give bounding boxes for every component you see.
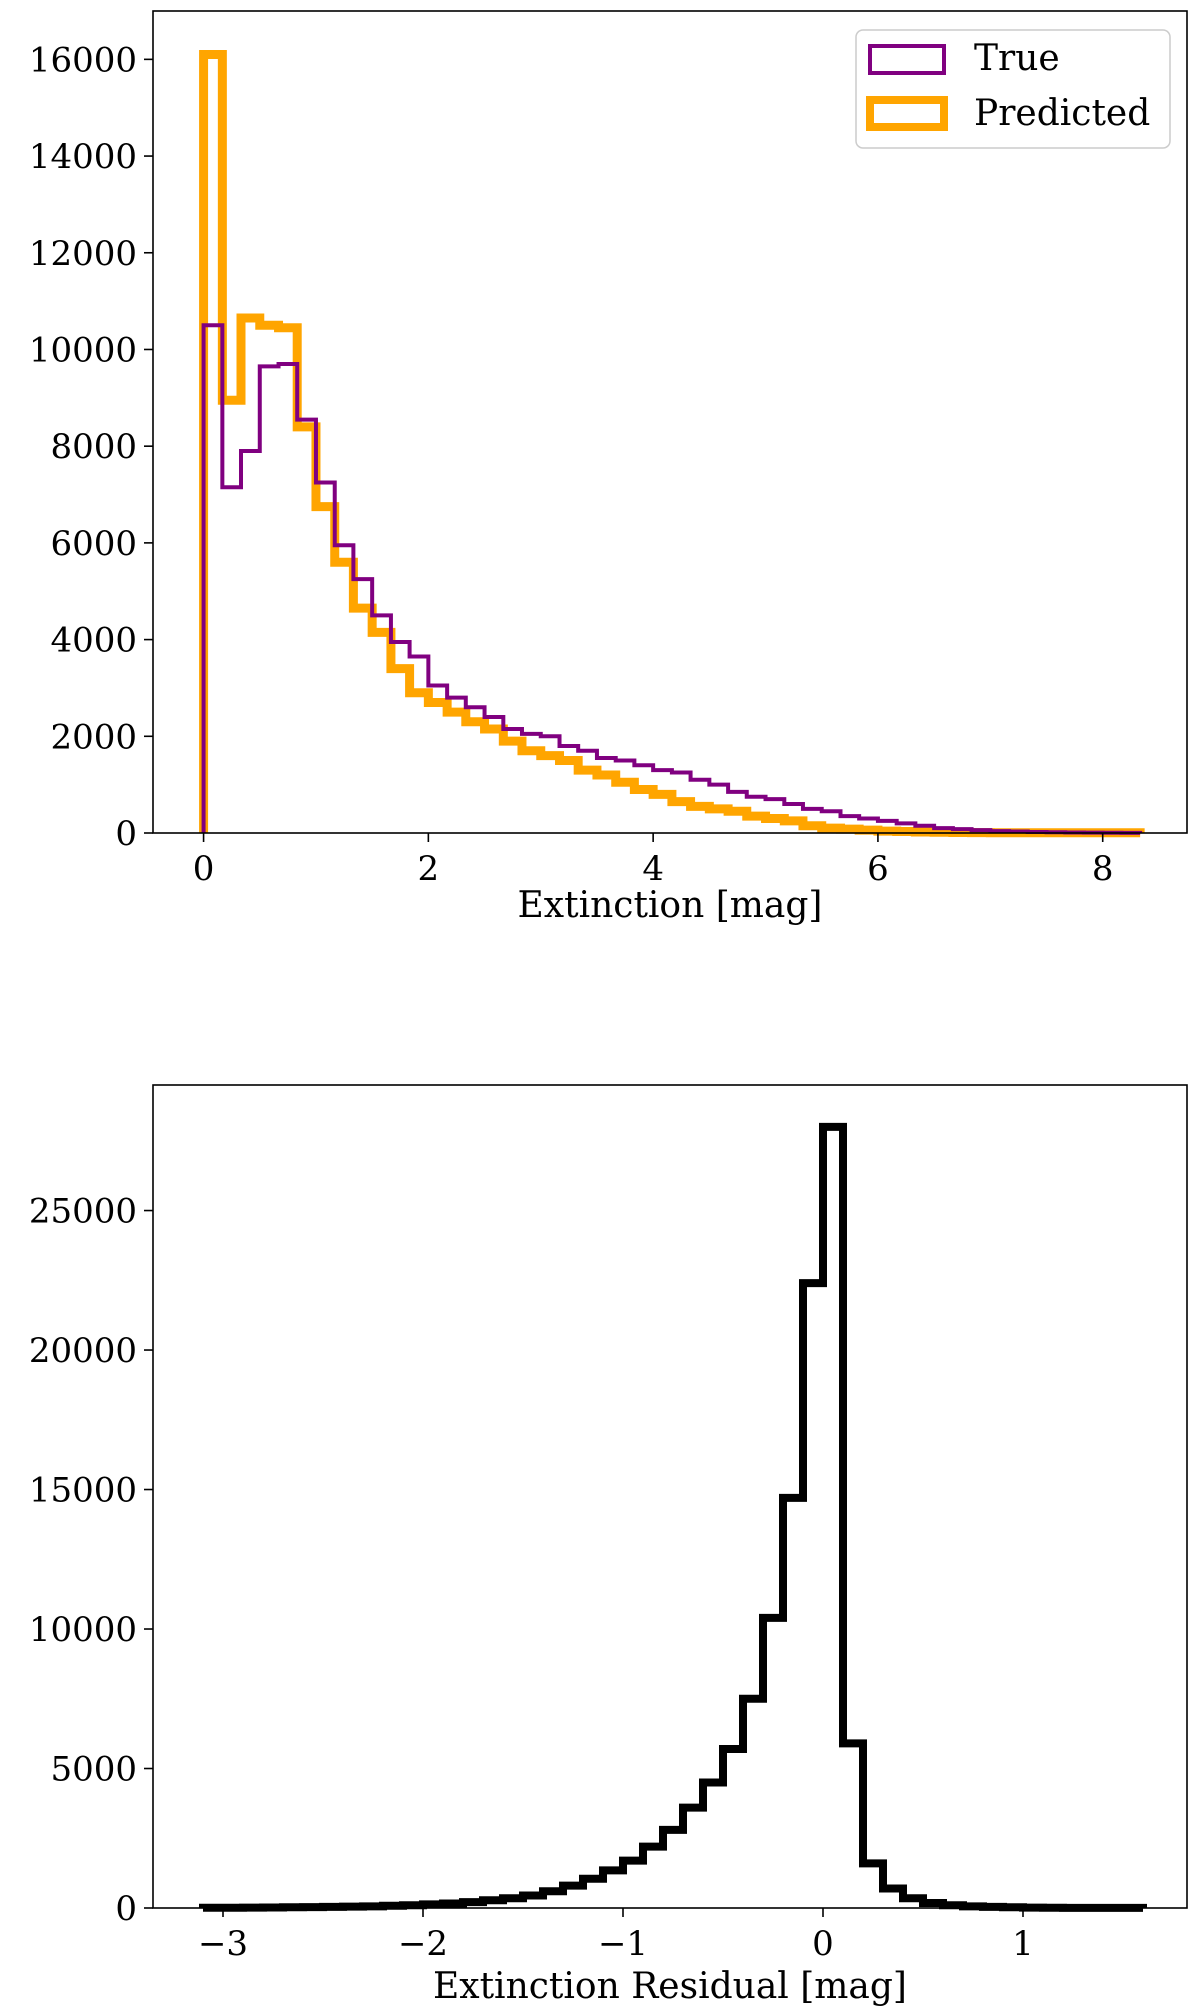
top-x-ticks: 0 2 4 6 8 (193, 833, 1114, 889)
histogram-series-true (201, 323, 1143, 835)
x-tick-label: 4 (642, 849, 664, 889)
x-tick-label: 2 (418, 849, 440, 889)
y-tick-label: 20000 (29, 1331, 137, 1371)
x-tick-label: 0 (812, 1924, 834, 1964)
y-tick-label: 2000 (50, 717, 137, 757)
y-tick-label: 0 (115, 1889, 137, 1929)
legend-true-label: True (974, 38, 1060, 79)
top-legend: True Predicted (855, 29, 1171, 149)
x-tick-label: −2 (398, 1924, 448, 1964)
top-x-axis-label: Extinction [mag] (518, 885, 823, 926)
top-y-ticks: 0 2000 4000 6000 8000 10000 12000 14000 16000 (29, 40, 153, 854)
x-tick-label: 1 (1012, 1924, 1034, 1964)
y-tick-label: 6000 (50, 524, 137, 564)
y-tick-label: 10000 (29, 1610, 137, 1650)
y-tick-label: 5000 (50, 1750, 137, 1790)
legend-true-swatch (868, 44, 946, 75)
x-tick-label: 8 (1092, 849, 1114, 889)
bottom-plot-area (152, 1084, 1188, 1912)
y-tick-label: 4000 (50, 621, 137, 661)
y-tick-label: 12000 (29, 234, 137, 274)
extinction-histogram-panel: 0 2 4 6 8 0 2000 4000 6000 8000 10000 12000 14000 16… (29, 10, 1188, 926)
residual-histogram-panel: −3 −2 −1 0 1 0 5000 10000 15000 20000 25000 Extin… (29, 1084, 1188, 2007)
legend-predicted-swatch (866, 96, 948, 131)
x-tick-label: 6 (867, 849, 889, 889)
y-tick-label: 15000 (29, 1471, 137, 1511)
bottom-x-axis-label: Extinction Residual [mag] (433, 1966, 907, 2007)
axes-frame (152, 10, 1188, 834)
y-tick-label: 16000 (29, 40, 137, 80)
axes-frame (152, 1084, 1188, 1909)
x-tick-label: −1 (598, 1924, 648, 1964)
y-tick-label: 10000 (29, 330, 137, 370)
x-tick-label: −3 (198, 1924, 248, 1964)
y-tick-label: 8000 (50, 427, 137, 467)
bottom-y-ticks: 0 5000 10000 15000 20000 25000 (29, 1192, 153, 1929)
x-tick-label: 0 (193, 849, 215, 889)
legend-frame (855, 29, 1171, 149)
bottom-x-ticks: −3 −2 −1 0 1 (198, 1908, 1034, 1964)
top-plot-area (152, 10, 1188, 838)
y-tick-label: 25000 (29, 1192, 137, 1232)
histogram-series-residual (199, 1122, 1147, 1912)
legend-predicted-label: Predicted (974, 93, 1150, 134)
y-tick-label: 14000 (29, 137, 137, 177)
histogram-series-predicted (199, 50, 1145, 838)
y-tick-label: 0 (115, 814, 137, 854)
